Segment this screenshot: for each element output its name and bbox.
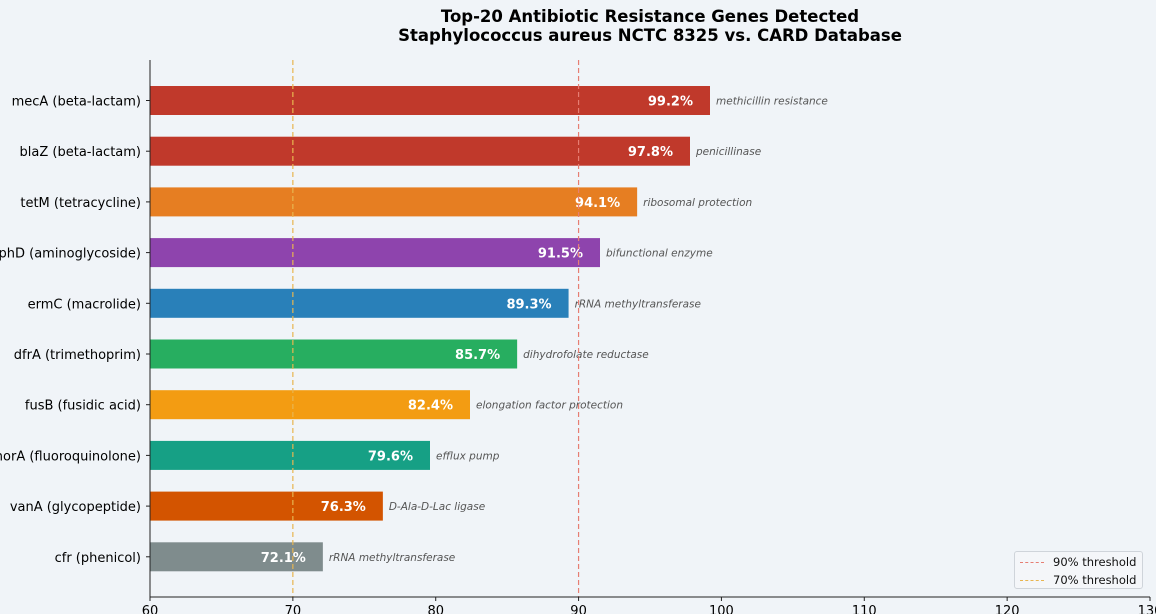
bar: [150, 440, 430, 470]
x-tick-label: 110: [852, 604, 877, 614]
x-tick-label: 120: [995, 604, 1020, 614]
x-tick-label: 100: [709, 604, 734, 614]
x-tick-label: 70: [285, 604, 302, 614]
bar-value-label: 79.6%: [368, 449, 413, 464]
bar-annotation: D-Ala-D-Lac ligase: [389, 501, 485, 513]
category-label: norA (fluoroquinolone): [0, 449, 141, 464]
bar: [150, 238, 600, 268]
bar: [150, 491, 383, 521]
category-label: blaZ (beta-lactam): [20, 145, 141, 160]
category-label: dfrA (trimethoprim): [14, 348, 141, 363]
bar-annotation: dihydrofolate reductase: [523, 349, 649, 361]
bar: [150, 187, 638, 217]
category-label: vanA (glycopeptide): [10, 500, 141, 515]
category-label: ermC (macrolide): [28, 297, 141, 312]
category-label: mecA (beta-lactam): [12, 95, 141, 110]
x-tick-label: 80: [427, 604, 444, 614]
bar-value-label: 97.8%: [628, 145, 673, 160]
bar-annotation: rRNA methyltransferase: [575, 298, 701, 310]
legend-swatch-90: [1020, 561, 1044, 563]
legend-item-70: 70% threshold: [1015, 572, 1136, 588]
bar-annotation: methicillin resistance: [716, 96, 828, 108]
bar: [150, 339, 518, 369]
legend-item-90: 90% threshold: [1015, 554, 1136, 570]
legend-label-70: 70% threshold: [1053, 573, 1137, 587]
bar-value-label: 99.2%: [648, 95, 693, 110]
bar-annotation: bifunctional enzyme: [606, 248, 713, 260]
category-label: fusB (fusidic acid): [25, 399, 141, 414]
bar-value-label: 91.5%: [538, 247, 583, 262]
bar-value-label: 85.7%: [455, 348, 500, 363]
bar-value-label: 89.3%: [506, 297, 551, 312]
chart-legend: 90% threshold 70% threshold: [1014, 551, 1143, 589]
bar-value-label: 72.1%: [261, 551, 306, 566]
x-tick-label: 130: [1138, 604, 1156, 614]
category-label: tetM (tetracycline): [20, 196, 141, 211]
category-label: cfr (phenicol): [55, 551, 141, 566]
bar: [150, 288, 569, 318]
bar-annotation: ribosomal protection: [643, 197, 752, 209]
bar-value-label: 82.4%: [408, 399, 453, 414]
x-tick-label: 60: [142, 604, 159, 614]
category-label: aacA-aphD (aminoglycoside): [0, 247, 141, 262]
bar-annotation: efflux pump: [436, 450, 500, 462]
chart-title: Top-20 Antibiotic Resistance Genes Detec…: [440, 7, 860, 26]
bar: [150, 542, 323, 572]
chart-subtitle: Staphylococcus aureus NCTC 8325 vs. CARD…: [398, 26, 902, 45]
legend-label-90: 90% threshold: [1053, 555, 1137, 569]
bar-value-label: 76.3%: [321, 500, 366, 515]
bar-value-label: 94.1%: [575, 196, 620, 211]
bar-annotation: elongation factor protection: [476, 400, 623, 412]
legend-swatch-70: [1020, 579, 1044, 581]
bar-annotation: penicillinase: [695, 146, 761, 158]
bar: [150, 390, 470, 420]
bar: [150, 86, 710, 115]
bar: [150, 136, 690, 166]
bar-annotation: rRNA methyltransferase: [329, 552, 455, 564]
x-tick-label: 90: [570, 604, 587, 614]
